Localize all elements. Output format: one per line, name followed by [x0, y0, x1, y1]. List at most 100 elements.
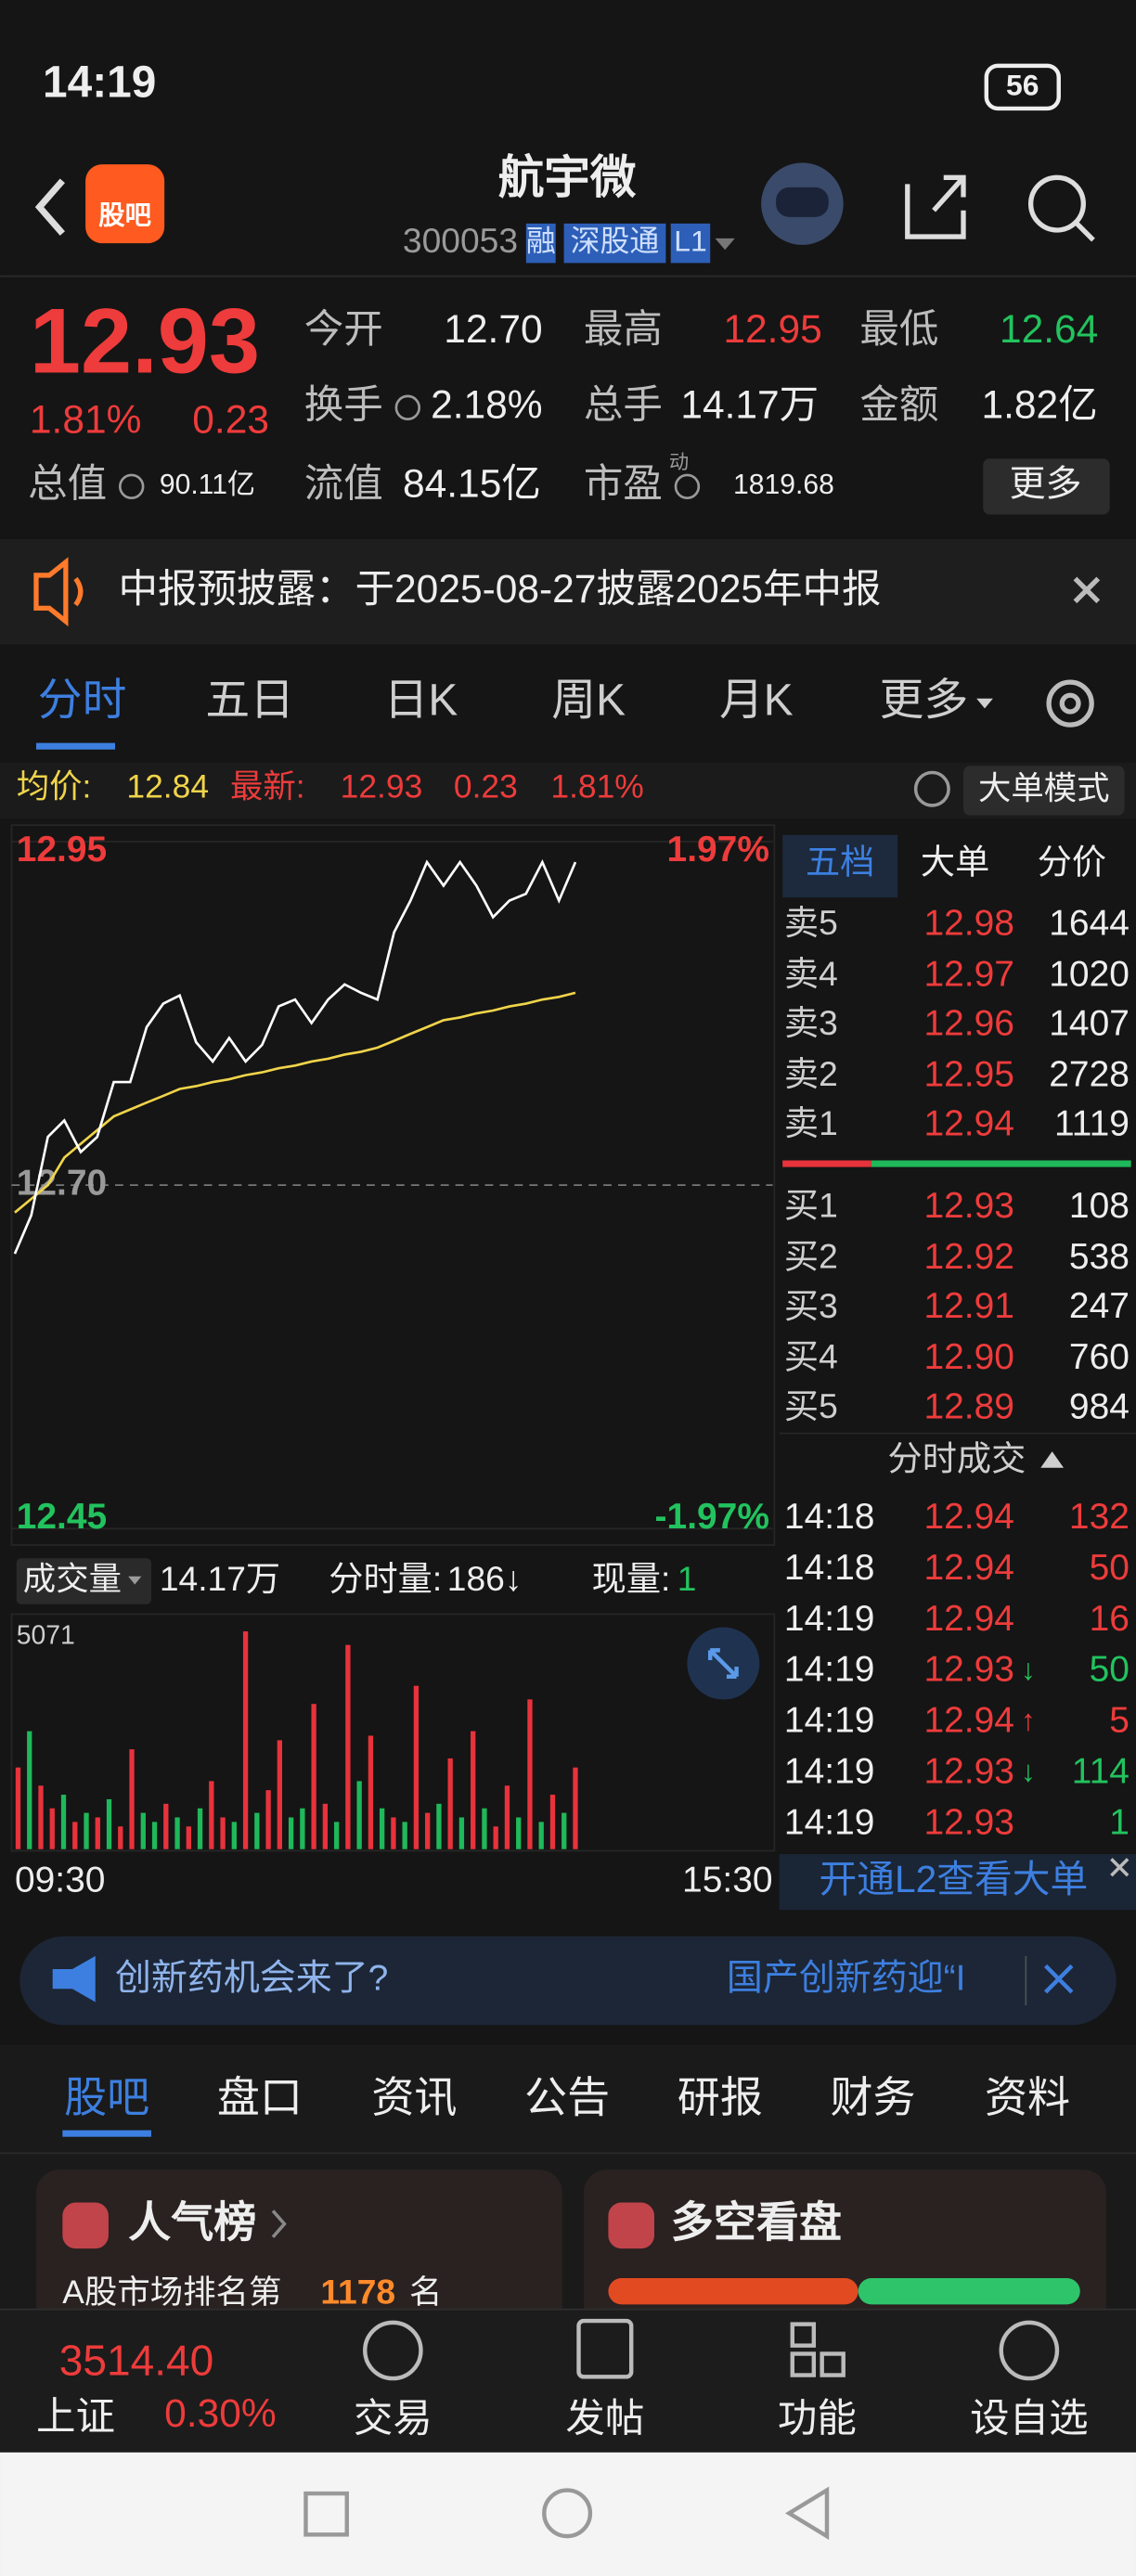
volume-bar [493, 1826, 498, 1849]
close-notice[interactable] [1073, 576, 1101, 604]
avg-value: 12.84 [126, 768, 209, 805]
trade-time: 14:18 [784, 1548, 874, 1588]
section-tab[interactable]: 资讯 [371, 2073, 457, 2121]
section-tab[interactable]: 资料 [985, 2073, 1070, 2121]
field-label: 总手 [584, 384, 663, 428]
field-value: 2.18% [431, 384, 543, 428]
book-label: 卖4 [784, 954, 838, 993]
tab-caret [976, 698, 993, 709]
chart-tab[interactable]: 更多 [880, 676, 969, 726]
book-volume: 538 [1069, 1237, 1130, 1277]
trade-volume: 1 [1109, 1802, 1130, 1842]
card-icon [62, 2202, 109, 2249]
chart-tab[interactable]: 日K [384, 676, 458, 726]
trade-time: 14:19 [784, 1752, 874, 1792]
back-button[interactable] [34, 178, 65, 236]
recents-button[interactable] [303, 2491, 349, 2537]
book-volume: 984 [1069, 1386, 1130, 1426]
popularity-card[interactable] [35, 2170, 562, 2335]
ad-left: 创新药机会来了? [115, 1959, 388, 1999]
status-time: 14:19 [43, 58, 156, 108]
feature-icon [790, 2351, 817, 2377]
stock-name: 航宇微 [498, 151, 637, 203]
period-value: 186↓ [447, 1559, 523, 1598]
battery-level: 56 [1006, 68, 1039, 101]
trade-arrow: ↓ [1021, 1755, 1036, 1788]
l2-banner[interactable]: 开通L2查看大单 [820, 1858, 1089, 1900]
chart-tab[interactable]: 周K [551, 676, 626, 726]
post-icon[interactable] [576, 2318, 634, 2379]
field-label: 最高 [584, 308, 663, 352]
nav-label[interactable]: 交易 [354, 2397, 432, 2441]
more-button-label[interactable]: 更多 [1010, 465, 1082, 505]
field-sup: 动 [669, 451, 689, 473]
nav-label[interactable]: 设自选 [970, 2397, 1089, 2441]
chart-tab[interactable]: 月K [719, 676, 794, 726]
book-volume: 1407 [1049, 1004, 1130, 1044]
dropdown-caret[interactable] [715, 238, 735, 251]
battery-icon [984, 63, 1061, 111]
field-label: 今开 [304, 308, 383, 352]
trade-price: 12.94 [923, 1599, 1013, 1639]
mode-label[interactable]: 大单模式 [978, 769, 1110, 806]
info-icon [118, 473, 145, 500]
chart-tab[interactable]: 分时 [38, 676, 127, 726]
volume-bar [151, 1822, 158, 1849]
section-tab[interactable]: 研报 [678, 2073, 763, 2121]
chart-tab[interactable]: 五日 [205, 676, 294, 726]
section-tab[interactable]: 盘口 [217, 2073, 303, 2121]
section-tab[interactable]: 股吧 [64, 2073, 149, 2121]
book-tab[interactable]: 大单 [921, 843, 989, 882]
help-icon[interactable] [913, 770, 950, 807]
book-price: 12.95 [923, 1055, 1013, 1095]
watchlist-icon[interactable] [999, 2320, 1060, 2381]
book-volume: 108 [1069, 1186, 1130, 1226]
trade-icon[interactable] [363, 2320, 423, 2381]
feature-icon[interactable] [790, 2322, 817, 2348]
volume-bar [140, 1812, 146, 1849]
nav-label[interactable]: 发帖 [565, 2397, 644, 2441]
close-l2[interactable] [1110, 1858, 1130, 1877]
book-tab[interactable]: 五档 [806, 843, 874, 882]
ad-icon [52, 1955, 96, 2003]
trade-price: 12.93 [923, 1650, 1013, 1690]
stock-tag: 深股通 [571, 225, 660, 258]
trade-time: 14:18 [784, 1497, 874, 1537]
home-button[interactable] [542, 2488, 593, 2539]
close-ad[interactable] [1044, 1964, 1074, 1994]
more-button[interactable] [983, 458, 1110, 515]
mode-button[interactable] [963, 766, 1125, 816]
book-price: 12.91 [923, 1286, 1013, 1326]
ad-bar[interactable] [19, 1936, 1117, 2026]
search-button[interactable] [1027, 174, 1086, 233]
change-pct: 1.81% [30, 398, 142, 442]
volume-selector[interactable] [16, 1558, 151, 1604]
field-label: 换手 [304, 384, 383, 428]
rank-text: 名 [409, 2273, 442, 2311]
settings-button[interactable] [1046, 679, 1094, 728]
volume-bar [573, 1767, 578, 1849]
trade-volume: 50 [1090, 1548, 1130, 1588]
field-value: 12.64 [1000, 308, 1098, 352]
index-pct: 0.30% [164, 2392, 277, 2436]
volume-caret [128, 1576, 142, 1585]
current-value: 1 [678, 1559, 697, 1598]
volume-label[interactable]: 成交量 [23, 1560, 122, 1597]
nav-label[interactable]: 功能 [778, 2397, 857, 2441]
l2-banner-bg[interactable] [779, 1854, 1136, 1911]
section-tab[interactable]: 公告 [524, 2073, 610, 2121]
volume-bar [504, 1785, 510, 1849]
field-value: 12.95 [723, 308, 821, 352]
volume-bar [458, 1817, 465, 1849]
section-tab[interactable]: 财务 [831, 2073, 916, 2121]
logo-text[interactable]: 股吧 [98, 200, 151, 230]
share-button[interactable] [905, 174, 966, 239]
book-volume: 1020 [1049, 954, 1130, 994]
field-value: 1819.68 [733, 470, 834, 500]
volume-bar [163, 1803, 169, 1849]
back-system-button[interactable] [784, 2486, 830, 2541]
book-tab[interactable]: 分价 [1038, 843, 1106, 882]
stock-tag: 融 [526, 225, 556, 258]
change: 0.23 [192, 398, 269, 442]
guba-logo[interactable] [85, 164, 165, 244]
